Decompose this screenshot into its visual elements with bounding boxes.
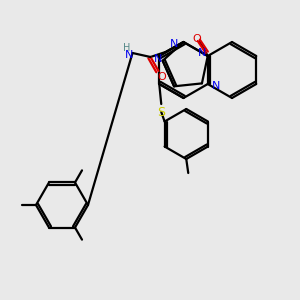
Text: N: N: [197, 48, 206, 58]
Text: N: N: [212, 81, 220, 91]
Text: O: O: [192, 34, 201, 44]
Text: N: N: [154, 54, 162, 64]
Text: H: H: [123, 43, 130, 53]
Text: S: S: [157, 106, 165, 119]
Text: O: O: [157, 72, 166, 82]
Text: N: N: [170, 39, 178, 49]
Text: N: N: [125, 50, 134, 60]
